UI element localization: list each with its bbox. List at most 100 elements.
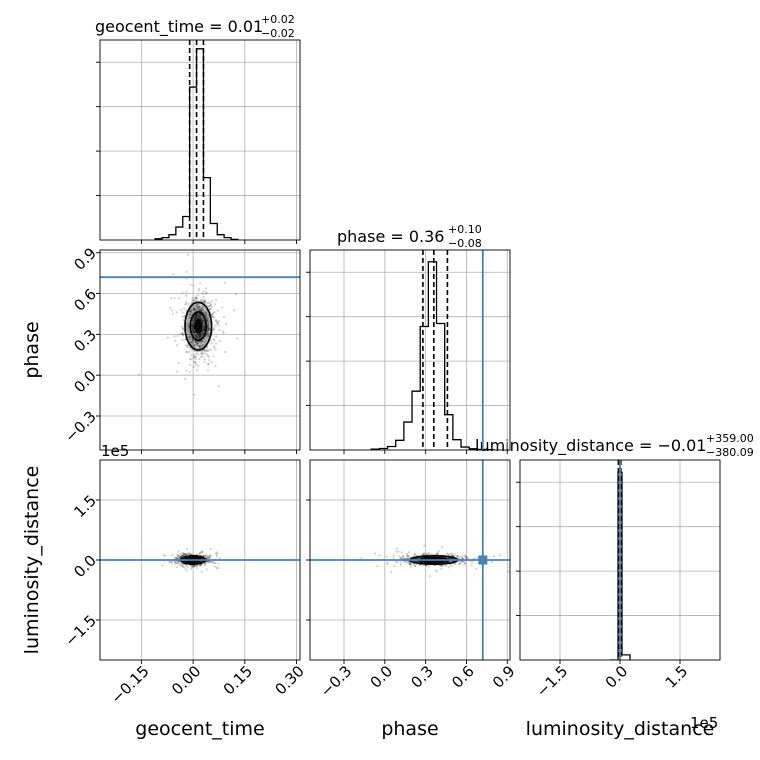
sample-point xyxy=(187,325,190,328)
sample-point xyxy=(198,314,202,317)
sample-point xyxy=(210,560,214,564)
title-geocent-time-plus: +0.02 xyxy=(261,13,295,26)
sample-point xyxy=(185,323,188,326)
sample-point xyxy=(208,301,211,304)
joint-panel-geocent-time-luminosity-distance xyxy=(96,459,301,664)
sample-point xyxy=(197,314,200,317)
sample-point xyxy=(192,330,195,333)
sample-point xyxy=(173,296,176,300)
sample-point xyxy=(190,314,193,317)
sample-point xyxy=(236,337,239,340)
x-tick-label-phase-4: 0.9 xyxy=(489,662,519,692)
sample-point xyxy=(210,560,213,563)
sample-point xyxy=(198,334,201,337)
sample-point xyxy=(200,340,203,343)
sample-point xyxy=(197,344,200,348)
sample-point xyxy=(210,313,214,316)
sample-point xyxy=(200,352,203,355)
sample-point xyxy=(449,552,452,555)
sample-point xyxy=(193,316,196,319)
sample-point xyxy=(213,316,216,319)
sample-point xyxy=(194,299,197,302)
sample-point xyxy=(201,352,204,355)
sample-point xyxy=(466,556,469,559)
sample-point xyxy=(199,313,202,317)
sample-point xyxy=(193,317,196,320)
sample-point xyxy=(470,564,473,567)
sample-point xyxy=(186,553,189,556)
sample-point xyxy=(202,344,205,347)
sample-point xyxy=(207,329,210,332)
frame-marginal-geocent-time xyxy=(99,39,301,241)
sample-point xyxy=(201,309,204,312)
sample-point xyxy=(202,298,205,301)
sample-point xyxy=(191,330,195,333)
sample-point xyxy=(436,552,439,555)
sample-point xyxy=(170,309,173,312)
sample-point xyxy=(448,560,451,563)
sample-point xyxy=(473,557,476,560)
sample-point xyxy=(193,307,196,310)
sample-point xyxy=(201,320,204,323)
sample-point xyxy=(206,561,209,564)
sample-point xyxy=(204,315,208,318)
sample-point xyxy=(193,296,197,299)
sample-point xyxy=(193,331,196,334)
sample-point xyxy=(195,357,198,361)
sample-point xyxy=(198,335,201,338)
sample-point xyxy=(184,377,187,381)
sample-point xyxy=(209,348,212,351)
sample-point xyxy=(213,339,216,342)
sample-point xyxy=(207,320,210,323)
sample-point xyxy=(195,297,199,300)
sample-point xyxy=(193,307,196,310)
sample-point xyxy=(203,323,206,326)
sample-point xyxy=(177,561,180,564)
sample-point xyxy=(198,345,201,348)
sample-point xyxy=(201,319,204,322)
sample-point xyxy=(203,564,206,567)
x-tick-label-phase-1: 0.0 xyxy=(367,662,397,692)
sample-point xyxy=(201,315,204,319)
sample-point xyxy=(188,371,191,374)
sample-point xyxy=(174,562,177,565)
sample-point xyxy=(176,344,179,347)
sample-point xyxy=(456,555,459,558)
sample-point xyxy=(198,313,202,316)
sample-point xyxy=(204,349,207,352)
sample-point xyxy=(185,302,188,306)
sample-point xyxy=(162,553,165,556)
sample-point xyxy=(188,313,191,316)
sample-point xyxy=(186,327,189,330)
sample-point xyxy=(181,554,184,557)
sample-point xyxy=(207,326,210,329)
sample-point xyxy=(192,308,195,311)
sample-point xyxy=(199,308,203,312)
sample-point xyxy=(203,326,206,329)
sample-point xyxy=(207,556,210,559)
y-tick-label-luminosity-distance-1: 0.0 xyxy=(70,552,100,582)
sample-point xyxy=(393,564,396,568)
sample-point xyxy=(174,339,177,342)
sample-point xyxy=(169,306,172,309)
sample-point xyxy=(185,290,188,293)
sample-point xyxy=(207,354,210,358)
sample-point xyxy=(193,316,196,320)
sample-point xyxy=(187,302,191,306)
marginal-panel-geocent-time xyxy=(96,39,301,244)
sample-point xyxy=(211,314,214,317)
sample-point xyxy=(215,553,218,556)
y-axis-label-phase: phase xyxy=(21,321,43,378)
sample-point xyxy=(437,552,440,555)
sample-point xyxy=(164,555,167,558)
sample-point xyxy=(187,321,190,324)
sample-point xyxy=(188,314,192,317)
sample-point xyxy=(202,325,206,328)
sample-point xyxy=(206,556,209,559)
sample-point xyxy=(214,364,217,367)
sample-point xyxy=(194,355,198,358)
sample-point xyxy=(205,339,208,342)
sample-point xyxy=(196,553,199,556)
sample-point xyxy=(188,336,191,339)
